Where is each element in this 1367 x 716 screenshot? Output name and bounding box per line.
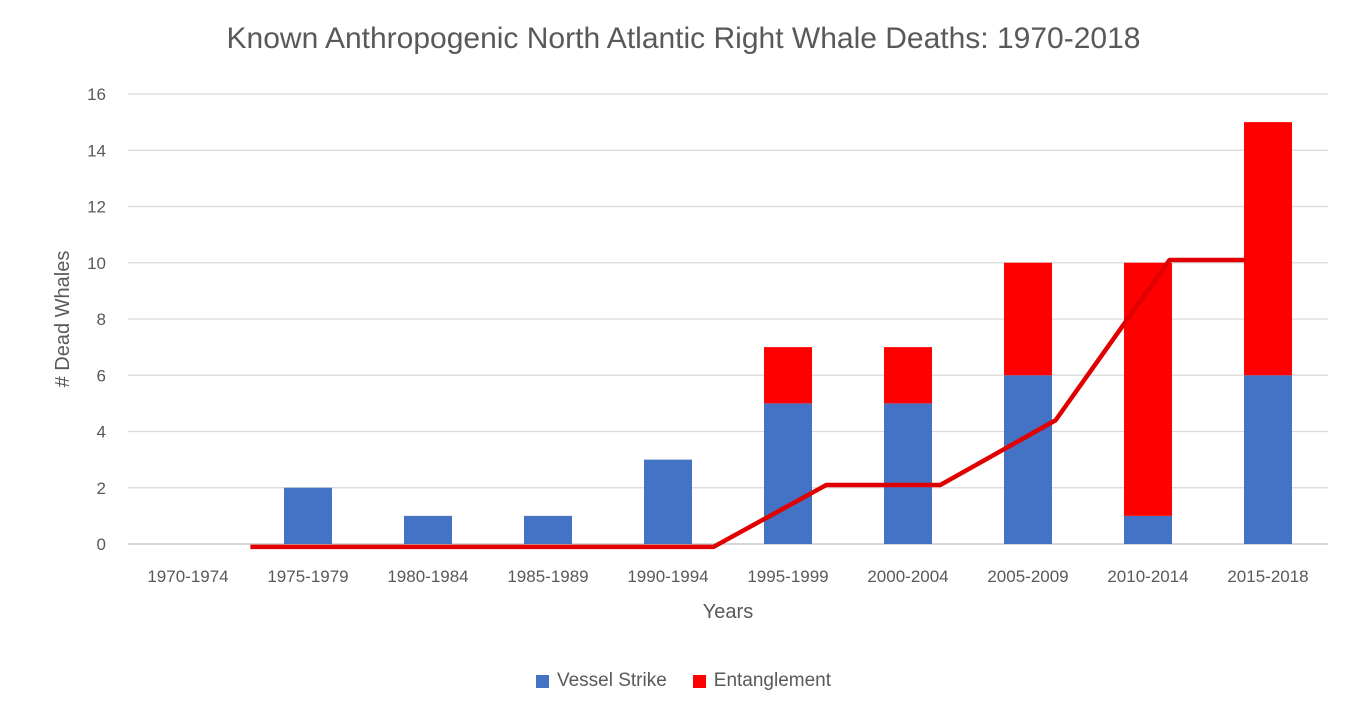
x-tick-label: 1990-1994 [627,567,708,586]
bar-vessel-strike [524,515,572,544]
x-tick-label: 1995-1999 [747,567,828,586]
x-tick-label: 1980-1984 [387,567,468,586]
x-tick-label: 2005-2009 [987,567,1068,586]
bar-vessel-strike [284,487,332,544]
bar-entanglement [764,347,812,404]
x-tick-label: 1975-1979 [267,567,348,586]
bar-entanglement [1124,262,1172,516]
legend-label: Entanglement [713,670,832,691]
legend-swatch-vessel-strike [535,674,549,688]
bar-entanglement [884,347,932,404]
y-axis-title: # Dead Whales [52,251,74,388]
y-tick-label: 16 [87,85,106,104]
x-tick-label: 2000-2004 [867,567,948,586]
y-tick-label: 14 [87,141,106,160]
x-axis-title: Years [703,601,753,623]
bar-entanglement [1004,262,1052,376]
bar-vessel-strike [644,459,692,544]
x-tick-label: 1970-1974 [147,567,228,586]
trend-line [250,257,1246,550]
bar-vessel-strike [764,403,812,544]
bar-vessel-strike [404,515,452,544]
x-tick-label: 2010-2014 [1107,567,1188,586]
x-tick-label: 2015-2018 [1227,567,1308,586]
legend: Vessel Strike Entanglement [0,670,1367,692]
bar-vessel-strike [1124,515,1172,544]
y-tick-label: 8 [97,310,106,329]
bar-vessel-strike [1004,375,1052,544]
y-tick-label: 0 [97,535,106,554]
legend-label: Vessel Strike [556,670,667,691]
y-tick-label: 12 [87,198,106,217]
x-tick-label: 1985-1989 [507,567,588,586]
legend-item-vessel-strike[interactable]: Vessel Strike [535,670,667,692]
y-tick-label: 10 [87,254,106,273]
bar-entanglement [1244,122,1292,376]
y-tick-label: 6 [97,366,106,385]
bar-vessel-strike [884,403,932,544]
legend-swatch-entanglement [692,674,706,688]
y-tick-label: 2 [97,479,106,498]
legend-item-entanglement[interactable]: Entanglement [692,670,832,692]
y-tick-label: 4 [97,423,106,442]
chart-title: Known Anthropogenic North Atlantic Right… [226,22,1141,55]
bar-vessel-strike [1244,375,1292,544]
